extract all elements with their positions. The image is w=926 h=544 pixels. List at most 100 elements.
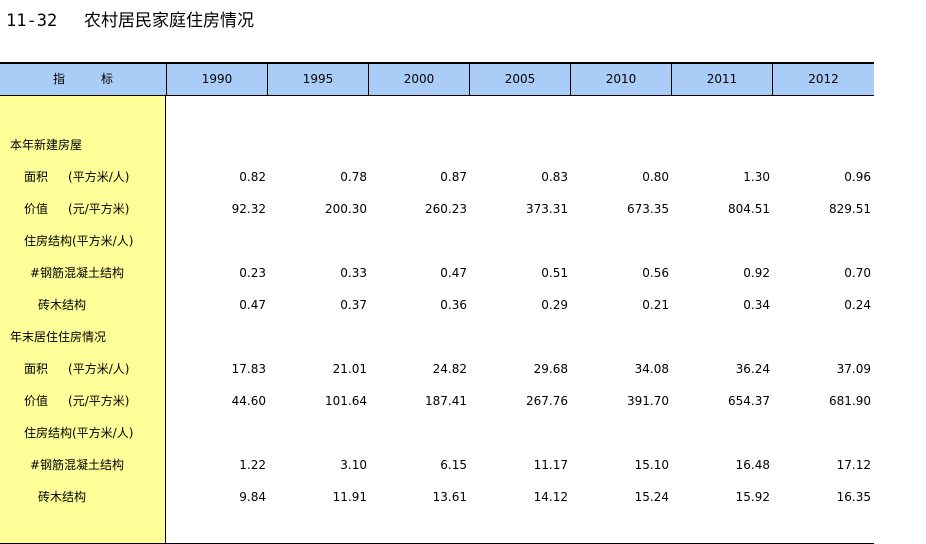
value-cell-2005: 11.17 <box>533 458 568 472</box>
row-label-text: 价值 <box>24 394 49 408</box>
header-year-1990: 1990 <box>167 64 268 95</box>
value-cell-2010: 0.56 <box>642 266 669 280</box>
table-row: 年末居住住房情况 <box>0 321 874 353</box>
value-cell-2005: 0.29 <box>541 298 568 312</box>
row-label: 年末居住住房情况 <box>10 321 106 353</box>
value-cell-2012: 0.70 <box>844 266 871 280</box>
row-label-text: 面积 <box>24 362 49 376</box>
value-cell-2012: 829.51 <box>829 202 871 216</box>
row-label: 住房结构(平方米/人) <box>24 417 133 449</box>
table-row: 面积 (平方米/人) 0.82 0.78 0.87 0.83 0.80 1.30 0.96 <box>0 161 874 193</box>
value-cell-2012: 37.09 <box>836 362 871 376</box>
value-cell-2011: 16.48 <box>735 458 770 472</box>
row-label: 砖木结构 <box>38 481 86 513</box>
value-cell-1995: 0.33 <box>340 266 367 280</box>
row-label: 住房结构(平方米/人) <box>24 225 133 257</box>
row-unit: (平方米/人) <box>68 170 130 184</box>
value-cell-2012: 17.12 <box>836 458 871 472</box>
value-cell-2000: 0.47 <box>440 266 467 280</box>
row-label: 面积 (平方米/人) <box>24 353 129 385</box>
value-cell-1995: 200.30 <box>325 202 367 216</box>
value-cell-2012: 0.96 <box>844 170 871 184</box>
indicator-column <box>0 96 166 543</box>
row-label-text: 面积 <box>24 170 49 184</box>
value-cell-1990: 44.60 <box>231 394 266 408</box>
value-cell-2005: 267.76 <box>526 394 568 408</box>
value-cell-2000: 24.82 <box>432 362 467 376</box>
value-cell-2005: 14.12 <box>533 490 568 504</box>
table-header: 指 标 1990 1995 2000 2005 2010 2011 2012 <box>0 64 874 96</box>
value-cell-2000: 187.41 <box>425 394 467 408</box>
table-row: 住房结构(平方米/人) <box>0 417 874 449</box>
header-year-2012: 2012 <box>808 72 839 86</box>
value-cell-2005: 0.51 <box>541 266 568 280</box>
value-cell-2011: 804.51 <box>728 202 770 216</box>
table-number: 11-32 <box>6 11 58 31</box>
value-cell-2005: 29.68 <box>533 362 568 376</box>
row-label-text: 砖木结构 <box>38 298 87 312</box>
value-cell-2011: 15.92 <box>735 490 770 504</box>
value-cell-1990: 0.82 <box>239 170 266 184</box>
header-year-2010: 2010 <box>571 64 672 95</box>
table-row: 价值 (元/平方米) 92.32 200.30 260.23 373.31 673.35 80… <box>0 193 874 225</box>
row-label: 砖木结构 <box>38 289 86 321</box>
value-cell-1995: 0.78 <box>340 170 367 184</box>
row-label: 价值 (元/平方米) <box>24 193 129 225</box>
value-cell-2010: 391.70 <box>627 394 669 408</box>
table-title-text: 农村居民家庭住房情况 <box>84 11 254 31</box>
value-cell-2010: 15.10 <box>634 458 669 472</box>
value-cell-2000: 6.15 <box>440 458 467 472</box>
row-label-text: 价值 <box>24 202 49 216</box>
value-cell-1990: 0.47 <box>239 298 266 312</box>
value-cell-1995: 101.64 <box>325 394 367 408</box>
value-cell-2010: 34.08 <box>634 362 669 376</box>
value-cell-2000: 0.87 <box>440 170 467 184</box>
table-title: 11-32 农村居民家庭住房情况 <box>6 6 254 31</box>
value-cell-1995: 21.01 <box>332 362 367 376</box>
value-cell-1995: 11.91 <box>332 490 367 504</box>
value-cell-2011: 0.92 <box>743 266 770 280</box>
row-label-text: 本年新建房屋 <box>10 138 83 152</box>
table-row: #钢筋混凝土结构 1.22 3.10 6.15 11.17 15.10 16.48 17.12 <box>0 449 874 481</box>
value-cell-1990: 1.22 <box>239 458 266 472</box>
header-year-2005: 2005 <box>470 64 571 95</box>
value-cell-2010: 0.80 <box>642 170 669 184</box>
value-cell-2012: 681.90 <box>829 394 871 408</box>
value-cell-1995: 0.37 <box>340 298 367 312</box>
value-cell-2000: 0.36 <box>440 298 467 312</box>
row-unit: (元/平方米) <box>68 202 130 216</box>
table-row: 砖木结构 0.47 0.37 0.36 0.29 0.21 0.34 0.24 <box>0 289 874 321</box>
row-label-text: #钢筋混凝土结构 <box>30 266 125 280</box>
table-top-rule <box>0 62 874 64</box>
value-cell-2005: 373.31 <box>526 202 568 216</box>
value-cell-2005: 0.83 <box>541 170 568 184</box>
value-cell-2010: 15.24 <box>634 490 669 504</box>
row-unit: (平方米/人) <box>68 362 130 376</box>
header-year-1995: 1995 <box>268 64 369 95</box>
row-label-text: 年末居住住房情况 <box>10 330 107 344</box>
value-cell-2011: 36.24 <box>735 362 770 376</box>
value-cell-1990: 17.83 <box>231 362 266 376</box>
value-cell-2011: 1.30 <box>743 170 770 184</box>
table-row: 住房结构(平方米/人) <box>0 225 874 257</box>
header-year-2000: 2000 <box>369 64 470 95</box>
value-cell-2011: 654.37 <box>728 394 770 408</box>
value-cell-1995: 3.10 <box>340 458 367 472</box>
value-cell-2012: 0.24 <box>844 298 871 312</box>
value-cell-1990: 92.32 <box>231 202 266 216</box>
value-cell-1990: 9.84 <box>239 490 266 504</box>
value-cell-1990: 0.23 <box>239 266 266 280</box>
table-row: 面积 (平方米/人) 17.83 21.01 24.82 29.68 34.08 36.24 3… <box>0 353 874 385</box>
row-label: 面积 (平方米/人) <box>24 161 129 193</box>
header-year-2011: 2011 <box>672 64 773 95</box>
row-label-text: 住房结构(平方米/人) <box>24 234 134 248</box>
table-row: 本年新建房屋 <box>0 129 874 161</box>
table-row: 价值 (元/平方米) 44.60 101.64 187.41 267.76 391.70 65… <box>0 385 874 417</box>
row-label-text: 砖木结构 <box>38 490 87 504</box>
value-cell-2010: 673.35 <box>627 202 669 216</box>
row-label: 价值 (元/平方米) <box>24 385 129 417</box>
row-label-text: #钢筋混凝土结构 <box>30 458 125 472</box>
row-label-text: 住房结构(平方米/人) <box>24 426 134 440</box>
value-cell-2000: 260.23 <box>425 202 467 216</box>
value-cell-2010: 0.21 <box>642 298 669 312</box>
